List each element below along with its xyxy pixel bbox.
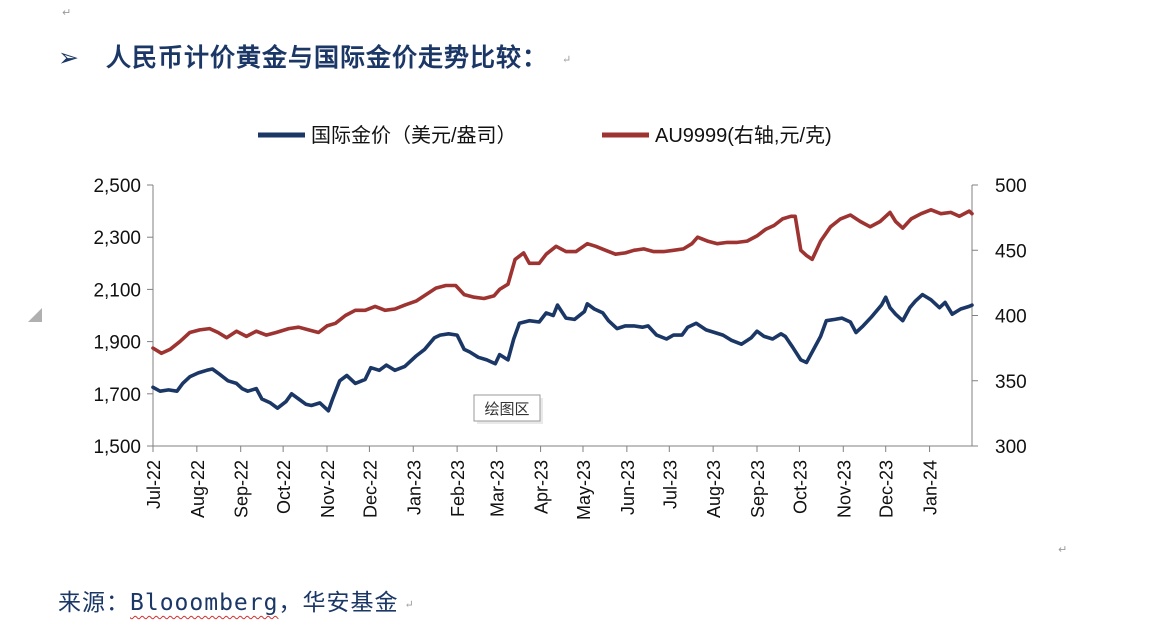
plot-area-tooltip: 绘图区 xyxy=(473,394,543,424)
x-tick-label: Mar-23 xyxy=(488,460,508,517)
x-tick-label: Sep-22 xyxy=(232,460,252,518)
arrow-bullet-icon: ➢ xyxy=(58,43,80,72)
y-right-tick-label: 350 xyxy=(995,372,1027,393)
legend-label-international: 国际金价（美元/盎司） xyxy=(311,124,517,147)
x-tick-label: Dec-22 xyxy=(360,460,380,518)
x-tick-label: Jul-22 xyxy=(144,460,164,509)
y-right-tick-label: 300 xyxy=(995,437,1027,458)
x-tick-label: May-23 xyxy=(574,460,594,520)
section-heading: ➢ 人民币计价黄金与国际金价走势比较： ↵ xyxy=(58,38,572,74)
y-left-tick-label: 1,500 xyxy=(93,437,141,458)
legend-label-au9999: AU9999(右轴,元/克) xyxy=(655,124,832,147)
heading-title: 人民币计价黄金与国际金价走势比较： xyxy=(105,43,548,72)
series-line-au9999 xyxy=(151,208,974,356)
y-right-tick-label: 500 xyxy=(995,176,1027,197)
source-suffix: ，华安基金 xyxy=(278,590,399,616)
source-prefix: 来源： xyxy=(58,590,130,616)
x-tick-label: Sep-23 xyxy=(748,460,768,518)
paragraph-mark: ↵ xyxy=(1058,543,1068,556)
chart-axes: 1,500 1,700 1,900 2,100 2,300 2,500 300 350 400 4… xyxy=(93,176,1026,520)
y-left-tick-label: 2,500 xyxy=(93,176,141,197)
paragraph-mark: ↵ xyxy=(561,53,573,66)
paragraph-mark: ↵ xyxy=(404,597,415,611)
source-note: 来源：Blooomberg，华安基金 ↵ xyxy=(58,583,415,617)
x-tick-label: Oct-22 xyxy=(274,460,294,514)
paragraph-mark: ↵ xyxy=(62,6,72,19)
y-left-tick-label: 2,300 xyxy=(93,228,141,249)
y-left-tick-label: 1,900 xyxy=(93,333,141,354)
x-tick-label: Nov-23 xyxy=(834,460,854,518)
series-line-international xyxy=(151,292,974,413)
y-right-tick-label: 450 xyxy=(995,241,1027,262)
y-right-tick-label: 400 xyxy=(995,307,1027,328)
resize-corner-icon[interactable] xyxy=(28,308,42,322)
x-tick-label: Jan-23 xyxy=(404,460,424,515)
x-tick-label: Dec-23 xyxy=(877,460,897,518)
x-tick-label: Jul-23 xyxy=(660,460,680,509)
source-brand: Blooomberg xyxy=(130,590,279,616)
x-tick-label: Oct-23 xyxy=(790,460,810,514)
x-tick-label: Jun-23 xyxy=(618,460,638,515)
chart-series xyxy=(151,208,974,413)
x-tick-label: Aug-22 xyxy=(188,460,208,518)
x-tick-label: Feb-23 xyxy=(448,460,468,517)
y-left-tick-label: 2,100 xyxy=(93,280,141,301)
x-tick-label: Nov-22 xyxy=(318,460,338,518)
x-tick-label: Jan-24 xyxy=(921,460,941,515)
x-tick-label: Aug-23 xyxy=(704,460,724,518)
tooltip-label: 绘图区 xyxy=(484,401,529,418)
legend: 国际金价（美元/盎司） AU9999(右轴,元/克) xyxy=(258,124,832,147)
x-tick-label: Apr-23 xyxy=(532,460,552,514)
y-left-tick-label: 1,700 xyxy=(93,385,141,406)
